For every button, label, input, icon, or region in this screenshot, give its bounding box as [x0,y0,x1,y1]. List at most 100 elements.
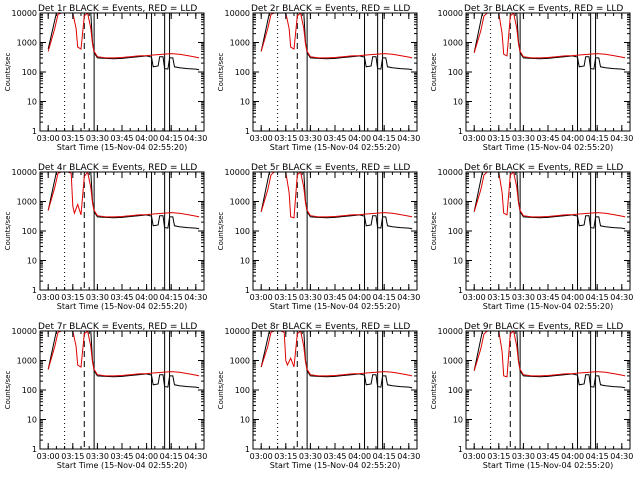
plot-area [473,13,626,131]
x-tick-label: 03:00 [37,293,60,302]
series-line-lld [260,172,413,219]
y-tick-label: 100 [235,386,250,395]
x-tick-label: 03:15 [61,452,84,461]
plot-area [260,331,413,449]
plot-area [260,172,413,290]
y-tick-label: 10 [27,257,37,266]
x-tick-label: 03:45 [536,134,559,143]
detector-panel-4: 1 10 100 1000 10000 03:00 03:15 03:30 03:45 04:00… [4,163,207,311]
y-tick-label: 100 [22,68,37,77]
x-tick-label: 04:00 [348,293,371,302]
x-tick-label: 03:00 [37,452,60,461]
detector-panel-7: 1 10 100 1000 10000 03:00 03:15 03:30 03:45 04:00… [4,322,207,470]
x-tick-label: 03:00 [463,134,486,143]
x-tick-label: 03:45 [110,452,133,461]
x-tick-label: 04:15 [586,293,609,302]
y-tick-label: 1 [458,286,463,295]
x-tick-label: 03:15 [274,134,297,143]
x-tick-label: 03:30 [512,452,535,461]
panel-title: Det 5r BLACK = Events, RED = LLD [251,163,410,173]
panel-title: Det 2r BLACK = Events, RED = LLD [251,4,410,14]
x-tick-label: 03:30 [86,134,109,143]
x-axis-label: Start Time (15-Nov-04 02:55:20) [483,302,613,311]
y-axis-label: Counts/sec [217,371,225,410]
y-axis-label: Counts/sec [430,212,438,251]
y-tick-label: 10 [27,98,37,107]
x-tick-label: 03:00 [250,134,273,143]
series-line-lld [260,331,413,377]
x-axis-label: Start Time (15-Nov-04 02:55:20) [483,461,613,470]
y-tick-label: 1 [32,286,37,295]
panel-title: Det 4r BLACK = Events, RED = LLD [38,163,197,173]
series-line-lld [47,13,200,59]
series-line-events [47,13,200,71]
plot-area [47,13,200,131]
y-tick-label: 1000 [230,39,250,48]
detector-panel-2: 1 10 100 1000 10000 03:00 03:15 03:30 03:45 04:00… [217,4,420,152]
x-tick-label: 03:00 [250,452,273,461]
series-line-events [473,172,626,230]
y-axis-label: Counts/sec [430,53,438,92]
plot-area [47,172,200,290]
x-tick-label: 04:15 [586,134,609,143]
y-tick-label: 1000 [230,198,250,207]
series-line-lld [473,13,626,59]
plot-area [473,331,626,449]
x-axis-label: Start Time (15-Nov-04 02:55:20) [270,461,400,470]
y-tick-label: 100 [235,227,250,236]
series-line-events [260,172,413,230]
y-tick-label: 10 [240,416,250,425]
x-tick-label: 03:45 [536,293,559,302]
x-tick-label: 04:30 [610,293,633,302]
x-tick-label: 04:00 [135,293,158,302]
y-axis-label: Counts/sec [4,212,12,251]
panel-title: Det 8r BLACK = Events, RED = LLD [251,322,410,332]
plot-area [473,172,626,290]
x-tick-label: 03:00 [463,452,486,461]
x-tick-label: 03:30 [512,134,535,143]
y-tick-label: 1000 [17,198,37,207]
detector-panel-3: 1 10 100 1000 10000 03:00 03:15 03:30 03:45 04:00… [430,4,633,152]
y-tick-label: 10 [453,257,463,266]
x-tick-label: 03:15 [61,293,84,302]
panel-title: Det 7r BLACK = Events, RED = LLD [38,322,197,332]
panel-title: Det 1r BLACK = Events, RED = LLD [38,4,197,14]
x-tick-label: 04:30 [184,134,207,143]
x-tick-label: 03:30 [299,293,322,302]
y-tick-label: 100 [448,68,463,77]
x-tick-label: 04:00 [561,452,584,461]
y-tick-label: 1 [245,445,250,454]
x-tick-label: 03:45 [536,452,559,461]
panel-title: Det 9r BLACK = Events, RED = LLD [464,322,623,332]
x-tick-label: 03:30 [299,452,322,461]
detector-panel-1: 1 10 100 1000 10000 03:00 03:15 03:30 03:45 04:00… [4,4,207,152]
x-axis-label: Start Time (15-Nov-04 02:55:20) [483,143,613,152]
x-tick-label: 04:30 [610,134,633,143]
y-axis-label: Counts/sec [430,371,438,410]
series-line-lld [47,172,200,218]
x-tick-label: 04:30 [397,293,420,302]
x-tick-label: 04:15 [586,452,609,461]
x-tick-label: 03:00 [37,134,60,143]
series-line-events [47,172,200,230]
x-tick-label: 04:00 [561,293,584,302]
x-tick-label: 04:00 [561,134,584,143]
y-tick-label: 10000 [12,327,37,336]
y-axis-label: Counts/sec [217,53,225,92]
y-tick-label: 10 [27,416,37,425]
x-tick-label: 03:15 [274,452,297,461]
y-tick-label: 10 [240,98,250,107]
y-tick-label: 10 [240,257,250,266]
x-axis-label: Start Time (15-Nov-04 02:55:20) [270,143,400,152]
y-tick-label: 100 [22,227,37,236]
x-tick-label: 03:15 [487,452,510,461]
x-tick-label: 03:45 [110,293,133,302]
x-tick-label: 03:15 [487,134,510,143]
x-axis-label: Start Time (15-Nov-04 02:55:20) [57,302,187,311]
y-tick-label: 100 [22,386,37,395]
y-tick-label: 10000 [438,168,463,177]
y-tick-label: 1 [32,445,37,454]
x-tick-label: 04:15 [160,134,183,143]
panel-title: Det 6r BLACK = Events, RED = LLD [464,163,623,173]
